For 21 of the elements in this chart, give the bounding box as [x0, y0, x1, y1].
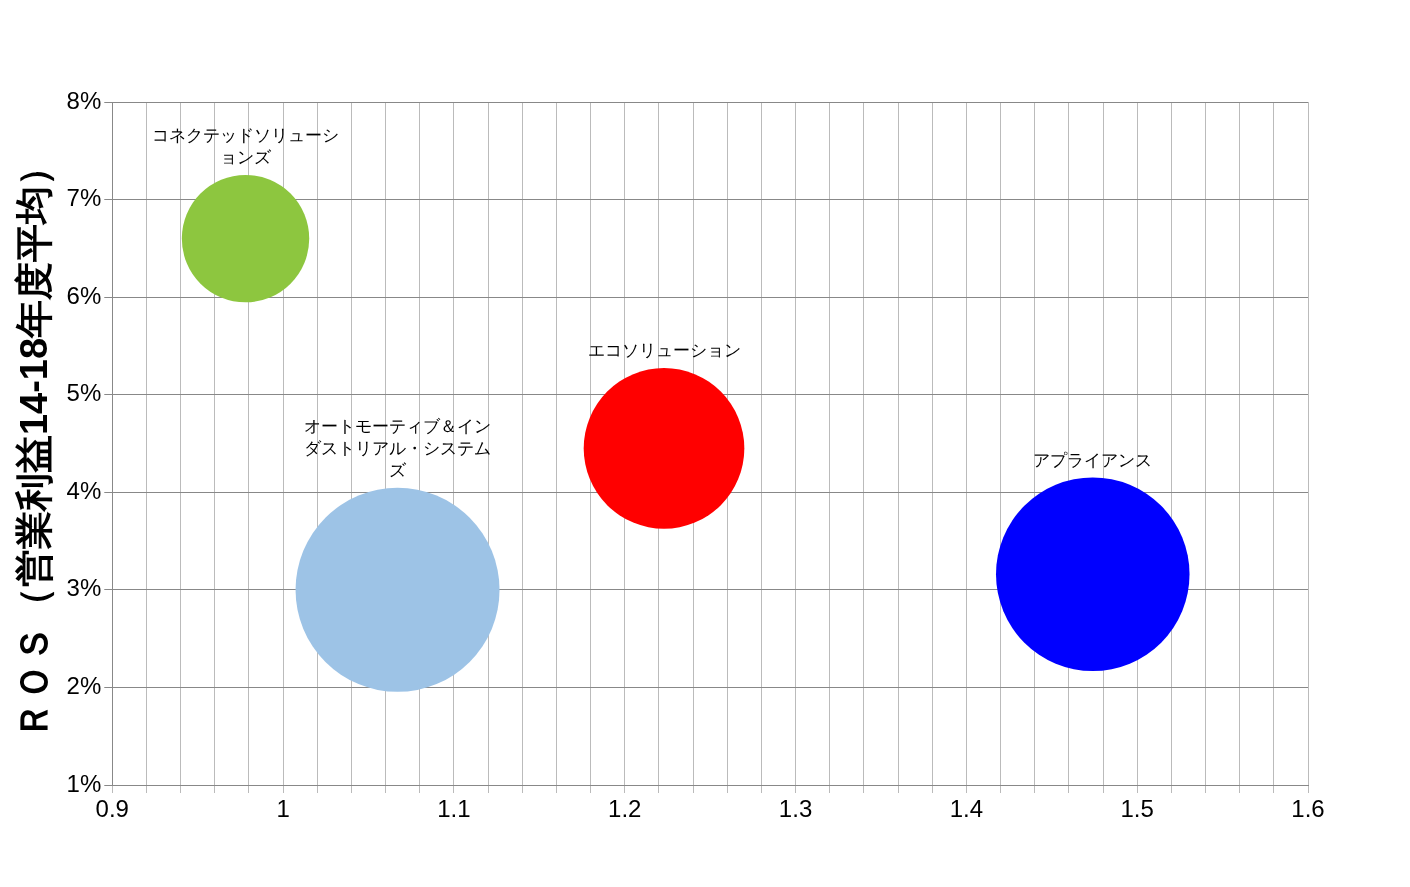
series-label: コネクテッドソリューションズ — [152, 126, 340, 168]
x-tick-label: 1.4 — [949, 795, 984, 823]
x-tick-label: 1.3 — [778, 795, 813, 823]
series-label: アプライアンス — [1033, 450, 1153, 470]
y-axis-title: ＲＯＳ（営業利益14-18年度平均） — [13, 147, 56, 740]
x-tick-label: 1.1 — [437, 795, 471, 823]
y-tick-label: 7% — [66, 184, 102, 212]
series-label: エコソリューション — [587, 341, 741, 361]
y-tick-label: 5% — [66, 379, 102, 407]
y-tick-label: 4% — [66, 476, 102, 504]
y-tick-label: 1% — [66, 769, 102, 797]
y-tick-label: 6% — [66, 281, 102, 309]
y-tick-label: 8% — [66, 86, 102, 114]
x-tick-label: 1.6 — [1291, 795, 1325, 823]
x-tick-label: 0.9 — [95, 795, 129, 823]
text: オートモーティブ＆インダストリアル・システムズ — [304, 417, 492, 481]
x-tick-label: 1 — [276, 795, 290, 823]
y-tick-label: 2% — [66, 672, 102, 700]
y-tick-label: 3% — [66, 574, 102, 602]
x-tick-label: 1.2 — [608, 795, 642, 823]
x-tick-label: 1.5 — [1120, 795, 1154, 823]
